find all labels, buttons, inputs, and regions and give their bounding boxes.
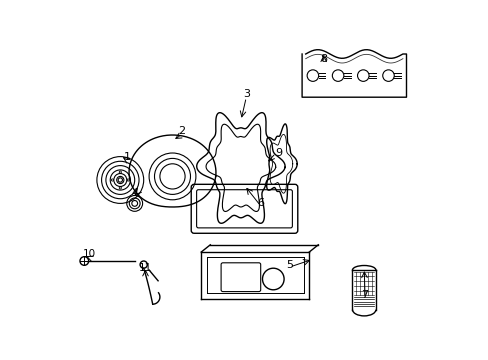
Text: 3: 3 <box>243 89 249 99</box>
Text: 1: 1 <box>124 152 131 162</box>
Text: 4: 4 <box>132 188 139 198</box>
Text: 11: 11 <box>139 263 152 273</box>
Text: 10: 10 <box>82 249 95 259</box>
Text: 5: 5 <box>285 260 292 270</box>
Text: 2: 2 <box>178 126 184 136</box>
Text: 8: 8 <box>320 54 326 64</box>
Text: 7: 7 <box>361 290 368 300</box>
Text: 9: 9 <box>275 148 282 158</box>
Text: 6: 6 <box>257 198 264 208</box>
